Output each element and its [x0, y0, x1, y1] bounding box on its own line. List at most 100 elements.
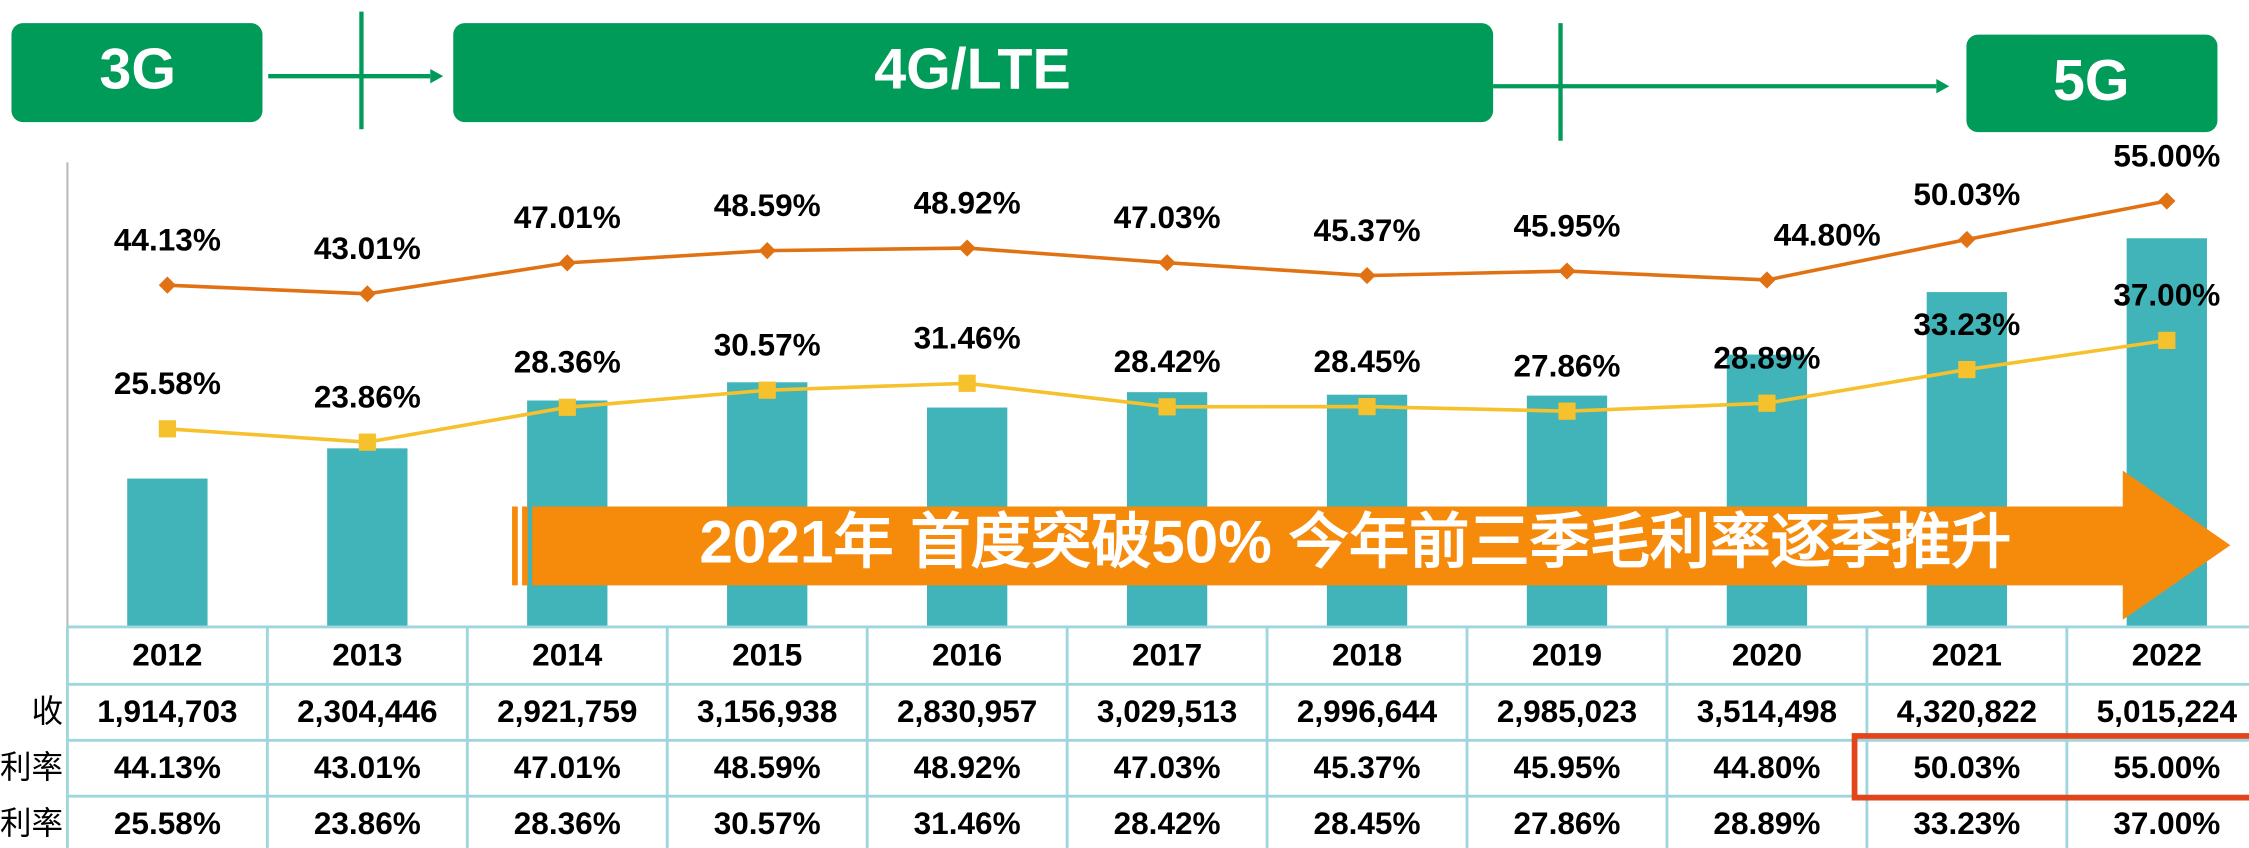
- marker: [1158, 254, 1176, 272]
- marker: [158, 420, 176, 438]
- table-cell: 25.58%: [114, 805, 221, 841]
- table-cell: 45.37%: [1314, 749, 1421, 785]
- table-cell: 31.46%: [914, 805, 1021, 841]
- table-cell: 2,830,957: [897, 693, 1037, 729]
- data-label: 28.42%: [1114, 343, 1221, 379]
- marker: [558, 398, 576, 416]
- marker: [558, 254, 576, 272]
- marker: [958, 239, 976, 257]
- year-label: 2020: [1732, 636, 1802, 672]
- banner-stripe: [522, 506, 528, 586]
- table-cell: 23.86%: [314, 805, 421, 841]
- phase-box: [453, 23, 1494, 123]
- data-label: 47.03%: [1114, 199, 1221, 235]
- marker: [358, 433, 376, 451]
- table-cell: 43.01%: [314, 749, 421, 785]
- table-cell: 47.01%: [514, 749, 621, 785]
- annotation: 2021年 首度突破50% 今年前三季毛利率逐季推升: [699, 508, 2011, 576]
- table-cell: 2,996,644: [1297, 693, 1438, 729]
- row-label: 利率: [0, 749, 63, 785]
- phase-label: 4G/LTE: [874, 37, 1071, 101]
- data-label: 48.92%: [914, 184, 1021, 220]
- timeline-arrow: [430, 69, 444, 84]
- highlight-box: [1851, 733, 2249, 801]
- marker: [1558, 262, 1576, 280]
- table-cell: 44.80%: [1713, 749, 1820, 785]
- marker: [1358, 397, 1376, 416]
- marker: [1958, 360, 1976, 379]
- bar: [327, 448, 408, 627]
- data-label: 44.80%: [1774, 216, 1881, 252]
- table-cell: 30.57%: [714, 805, 821, 841]
- table-cell: 37.00%: [2113, 805, 2220, 841]
- lines: 44.13% 43.01% 47.01% 48.59% 48.92% 47.03% 45.3…: [114, 137, 2220, 451]
- marker: [758, 381, 776, 399]
- marker: [1358, 266, 1376, 285]
- phase-box: [11, 23, 263, 123]
- marker: [1758, 394, 1776, 412]
- data-label: 23.86%: [314, 378, 421, 414]
- data-label: 28.89%: [1713, 339, 1820, 375]
- data-label: 47.01%: [514, 199, 621, 235]
- year-label: 2012: [132, 636, 202, 672]
- year-label: 2019: [1532, 636, 1602, 672]
- data-label: 48.59%: [714, 187, 821, 223]
- year-label: 2022: [2132, 636, 2202, 672]
- annotation-banner: 2021年 首度突破50% 今年前三季毛利率逐季推升: [512, 470, 2231, 620]
- table-cell: 48.59%: [714, 749, 821, 785]
- marker: [2158, 331, 2176, 349]
- table-cell: 3,156,938: [697, 693, 837, 729]
- marker: [758, 242, 776, 260]
- table-cell: 3,029,513: [1097, 693, 1237, 729]
- table-cell: 28.36%: [514, 805, 621, 841]
- phase-label: 3G: [99, 37, 176, 101]
- year-label: 2014: [532, 636, 603, 672]
- table-cell: 4,320,822: [1897, 693, 2037, 729]
- marker: [958, 374, 976, 392]
- table-cell: 5,015,224: [2097, 693, 2238, 729]
- banner-arrow: [532, 470, 2231, 620]
- year-label: 2015: [732, 636, 802, 672]
- table-cell: 1,914,703: [97, 693, 237, 729]
- marker: [1158, 398, 1176, 416]
- row-label: 利率: [0, 805, 63, 841]
- marker: [1558, 402, 1576, 420]
- row-label: 收: [32, 693, 64, 729]
- year-label: 2018: [1332, 636, 1402, 672]
- data-label: 37.00%: [2113, 277, 2220, 313]
- data-label: 30.57%: [714, 326, 821, 362]
- year-label: 2021: [1932, 636, 2002, 672]
- data-label: 27.86%: [1513, 347, 1620, 383]
- table-cell: 28.45%: [1314, 805, 1421, 841]
- table-cell: 33.23%: [1913, 805, 2020, 841]
- table-cell: 2,304,446: [297, 693, 437, 729]
- marker: [2158, 192, 2176, 210]
- banner-stripe: [512, 506, 518, 586]
- table-cell: 50.03%: [1913, 749, 2020, 785]
- year-label: 2013: [332, 636, 402, 672]
- data-label: 43.01%: [314, 230, 421, 266]
- table-cell: 45.95%: [1513, 749, 1620, 785]
- data-label: 28.36%: [514, 344, 621, 380]
- table-cell: 48.92%: [914, 749, 1021, 785]
- table-cell: 47.03%: [1114, 749, 1221, 785]
- data-table: 2012 2013 2014 2015 2016 2017 2018 2019 2020 2021…: [0, 625, 2249, 848]
- data-label: 45.37%: [1314, 212, 1421, 248]
- marker: [358, 285, 376, 303]
- table-cell: 44.13%: [114, 749, 221, 785]
- table-cell: 28.42%: [1114, 805, 1221, 841]
- table-cell: 28.89%: [1713, 805, 1820, 841]
- timeline-arrow: [1936, 79, 1950, 94]
- bar: [127, 478, 208, 627]
- year-label: 2016: [932, 636, 1002, 672]
- data-label: 50.03%: [1913, 176, 2020, 212]
- table-cell: 2,985,023: [1497, 693, 1637, 729]
- marker: [1758, 271, 1776, 289]
- bar: [727, 382, 808, 627]
- data-label: 44.13%: [114, 221, 221, 257]
- data-label: 33.23%: [1913, 306, 2020, 342]
- year-label: 2017: [1132, 636, 1202, 672]
- marker: [158, 276, 176, 294]
- table-cell: 2,921,759: [497, 693, 637, 729]
